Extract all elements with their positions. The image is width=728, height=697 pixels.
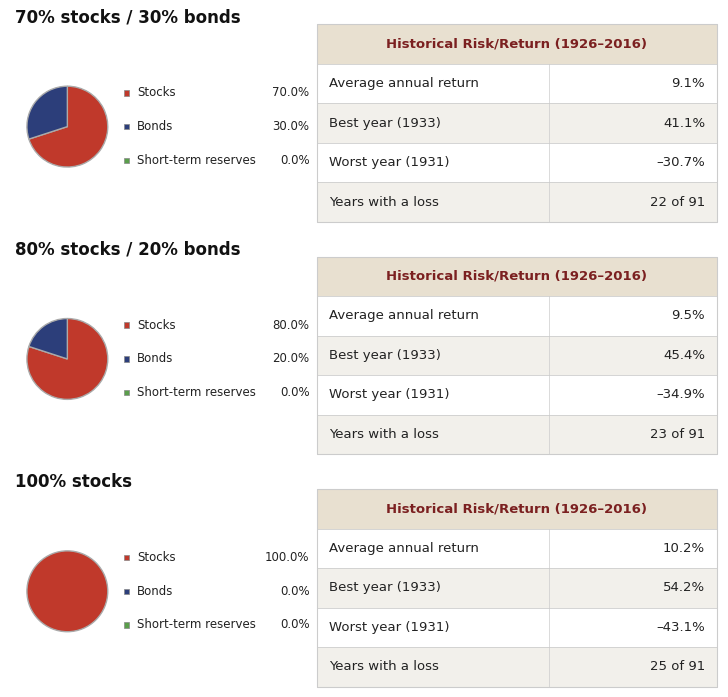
Text: Historical Risk/Return (1926–2016): Historical Risk/Return (1926–2016) xyxy=(387,270,647,283)
Bar xyxy=(124,588,130,594)
Text: Best year (1933): Best year (1933) xyxy=(329,581,440,595)
Bar xyxy=(317,647,717,687)
Text: 0.0%: 0.0% xyxy=(280,154,309,167)
Text: 0.0%: 0.0% xyxy=(280,386,309,399)
Text: 80% stocks / 20% bonds: 80% stocks / 20% bonds xyxy=(15,240,240,259)
Text: 70% stocks / 30% bonds: 70% stocks / 30% bonds xyxy=(15,8,240,26)
Text: 9.1%: 9.1% xyxy=(671,77,705,90)
Text: 41.1%: 41.1% xyxy=(663,116,705,130)
Text: 20.0%: 20.0% xyxy=(272,353,309,365)
Wedge shape xyxy=(27,319,108,399)
Text: 100% stocks: 100% stocks xyxy=(15,473,132,491)
Bar xyxy=(317,608,717,647)
Text: Best year (1933): Best year (1933) xyxy=(329,116,440,130)
Text: Short-term reserves: Short-term reserves xyxy=(137,386,256,399)
Wedge shape xyxy=(29,319,68,359)
Text: Years with a loss: Years with a loss xyxy=(329,196,438,208)
Bar xyxy=(317,103,717,143)
Text: Historical Risk/Return (1926–2016): Historical Risk/Return (1926–2016) xyxy=(387,503,647,515)
Text: 70.0%: 70.0% xyxy=(272,86,309,100)
Bar xyxy=(317,528,717,568)
Text: Bonds: Bonds xyxy=(137,353,173,365)
Text: Worst year (1931): Worst year (1931) xyxy=(329,621,449,634)
Text: Years with a loss: Years with a loss xyxy=(329,660,438,673)
Text: 25 of 91: 25 of 91 xyxy=(650,660,705,673)
Text: 80.0%: 80.0% xyxy=(272,319,309,332)
Text: Best year (1933): Best year (1933) xyxy=(329,349,440,362)
Text: Stocks: Stocks xyxy=(137,551,175,564)
Text: Stocks: Stocks xyxy=(137,86,175,100)
Text: 10.2%: 10.2% xyxy=(663,542,705,555)
Text: –30.7%: –30.7% xyxy=(657,156,705,169)
Text: 30.0%: 30.0% xyxy=(272,120,309,133)
Bar xyxy=(124,323,130,328)
Bar xyxy=(124,622,130,628)
Wedge shape xyxy=(29,86,108,167)
Text: 100.0%: 100.0% xyxy=(265,551,309,564)
Text: Average annual return: Average annual return xyxy=(329,542,478,555)
Bar xyxy=(317,143,717,183)
Bar xyxy=(317,568,717,608)
Bar xyxy=(317,415,717,454)
Bar xyxy=(317,183,717,222)
Text: Short-term reserves: Short-term reserves xyxy=(137,154,256,167)
Text: Average annual return: Average annual return xyxy=(329,77,478,90)
Bar xyxy=(124,390,130,395)
Bar xyxy=(124,356,130,362)
Bar xyxy=(124,124,130,130)
Bar xyxy=(317,64,717,103)
Text: 54.2%: 54.2% xyxy=(663,581,705,595)
Text: Stocks: Stocks xyxy=(137,319,175,332)
Wedge shape xyxy=(27,86,68,139)
Text: Years with a loss: Years with a loss xyxy=(329,428,438,441)
Text: Worst year (1931): Worst year (1931) xyxy=(329,156,449,169)
Text: Bonds: Bonds xyxy=(137,120,173,133)
Bar xyxy=(317,24,717,64)
Text: Short-term reserves: Short-term reserves xyxy=(137,618,256,631)
Bar xyxy=(317,296,717,336)
Text: 45.4%: 45.4% xyxy=(663,349,705,362)
Bar xyxy=(317,375,717,415)
Bar xyxy=(124,158,130,163)
Wedge shape xyxy=(27,551,108,631)
Bar xyxy=(317,336,717,375)
Text: –43.1%: –43.1% xyxy=(657,621,705,634)
Bar xyxy=(317,256,717,296)
Text: 0.0%: 0.0% xyxy=(280,618,309,631)
Bar xyxy=(124,555,130,560)
Text: Historical Risk/Return (1926–2016): Historical Risk/Return (1926–2016) xyxy=(387,38,647,51)
Bar xyxy=(124,90,130,95)
Text: Worst year (1931): Worst year (1931) xyxy=(329,388,449,401)
Text: 23 of 91: 23 of 91 xyxy=(650,428,705,441)
Text: –34.9%: –34.9% xyxy=(657,388,705,401)
Text: Bonds: Bonds xyxy=(137,585,173,598)
Text: 22 of 91: 22 of 91 xyxy=(650,196,705,208)
Text: Average annual return: Average annual return xyxy=(329,309,478,323)
Text: 9.5%: 9.5% xyxy=(671,309,705,323)
Bar xyxy=(317,489,717,528)
Text: 0.0%: 0.0% xyxy=(280,585,309,598)
